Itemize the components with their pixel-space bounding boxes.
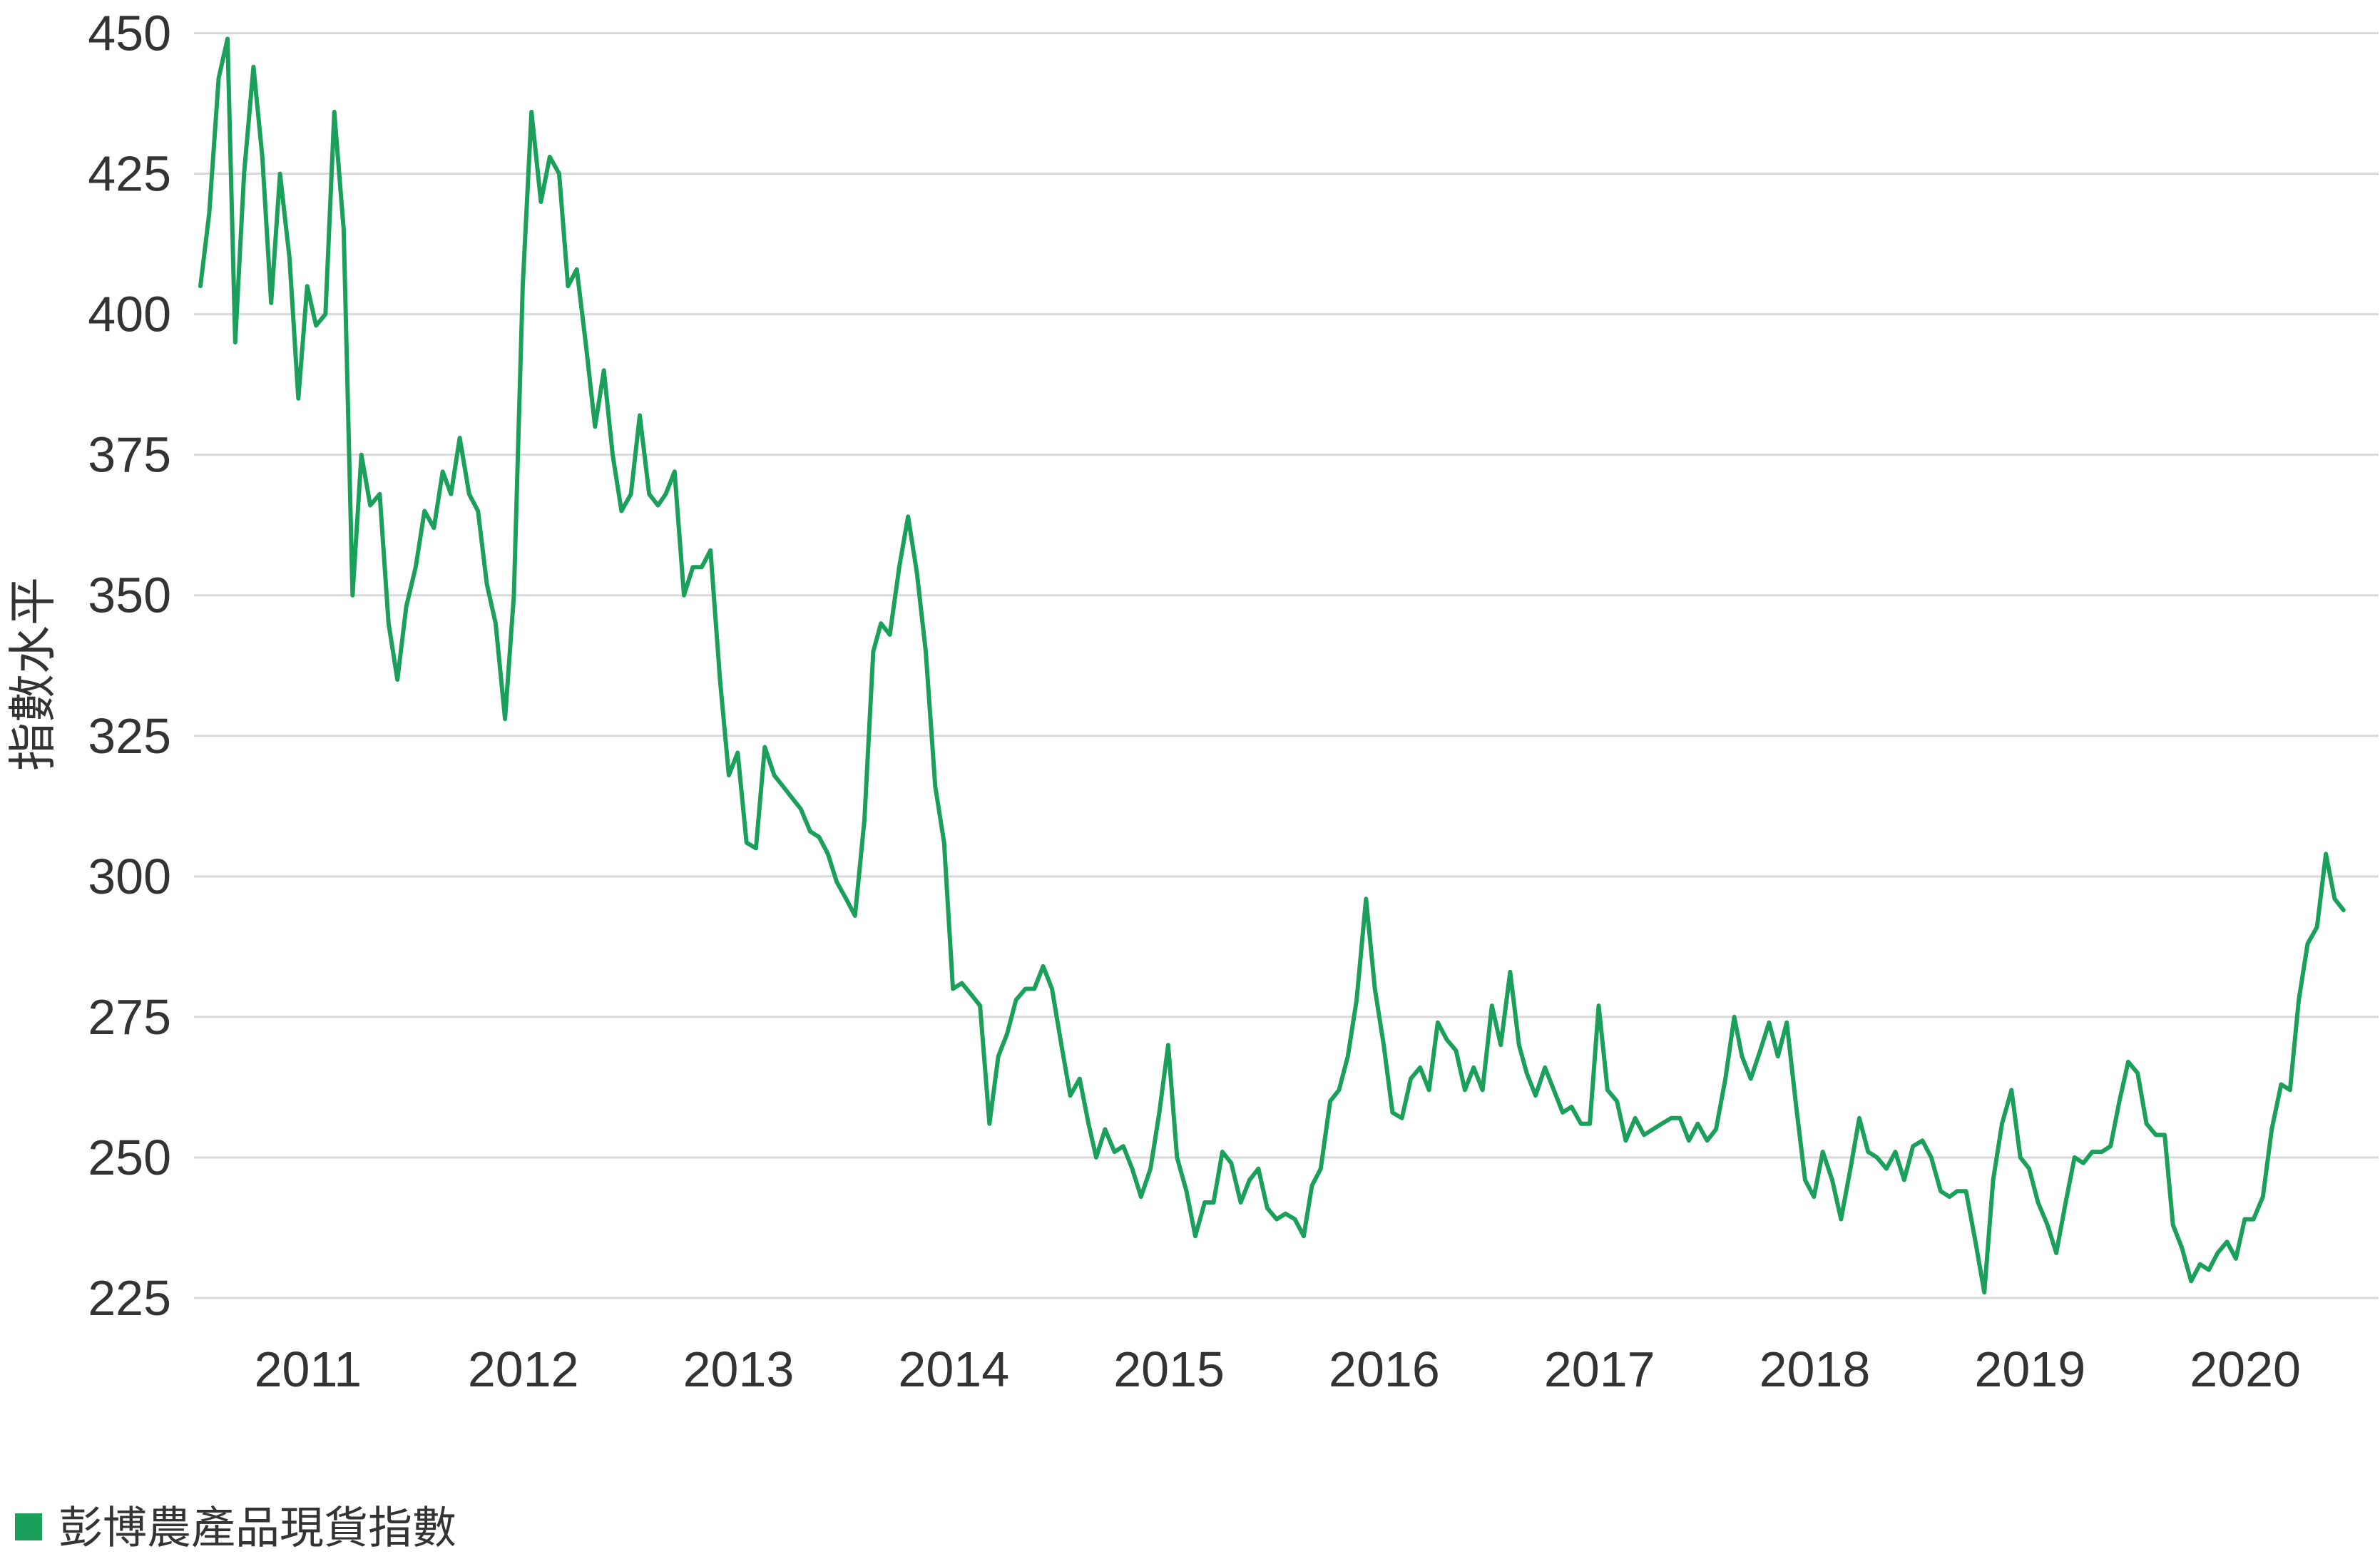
x-tick-label: 2016 [1329,1341,1440,1397]
y-axis-ticks: 450 425 400 375 350 325 300 275 250 225 [88,6,171,1327]
y-tick-label: 225 [88,1270,171,1326]
x-axis-ticks: 2011 2012 2013 2014 2015 2016 2017 2018 2019 2020 [255,1341,2301,1397]
x-tick-label: 2014 [898,1341,1009,1397]
y-tick-label: 275 [88,989,171,1045]
x-tick-label: 2018 [1760,1341,1871,1397]
y-tick-label: 425 [88,146,171,202]
x-tick-label: 2012 [468,1341,579,1397]
series-layer [198,36,2346,1295]
y-tick-label: 400 [88,287,171,342]
legend-label: 彭博農產品現貨指數 [58,1502,456,1554]
y-tick-label: 350 [88,568,171,623]
legend-swatch [15,1513,42,1540]
series-line-0 [198,36,2346,1295]
y-tick-label: 250 [88,1130,171,1185]
y-tick-label: 325 [88,708,171,764]
y-axis-title: 指數水平 [6,577,62,771]
y-tick-label: 375 [88,427,171,483]
x-tick-label: 2017 [1544,1341,1655,1397]
x-tick-label: 2013 [683,1341,795,1397]
x-tick-label: 2011 [255,1341,362,1397]
x-tick-label: 2015 [1113,1341,1225,1397]
gridlines [194,32,2379,1299]
y-tick-label: 450 [88,6,171,61]
x-tick-label: 2020 [2190,1341,2301,1397]
x-tick-label: 2019 [1974,1341,2085,1397]
y-tick-label: 300 [88,849,171,904]
legend: 彭博農產品現貨指數 [15,1502,456,1554]
